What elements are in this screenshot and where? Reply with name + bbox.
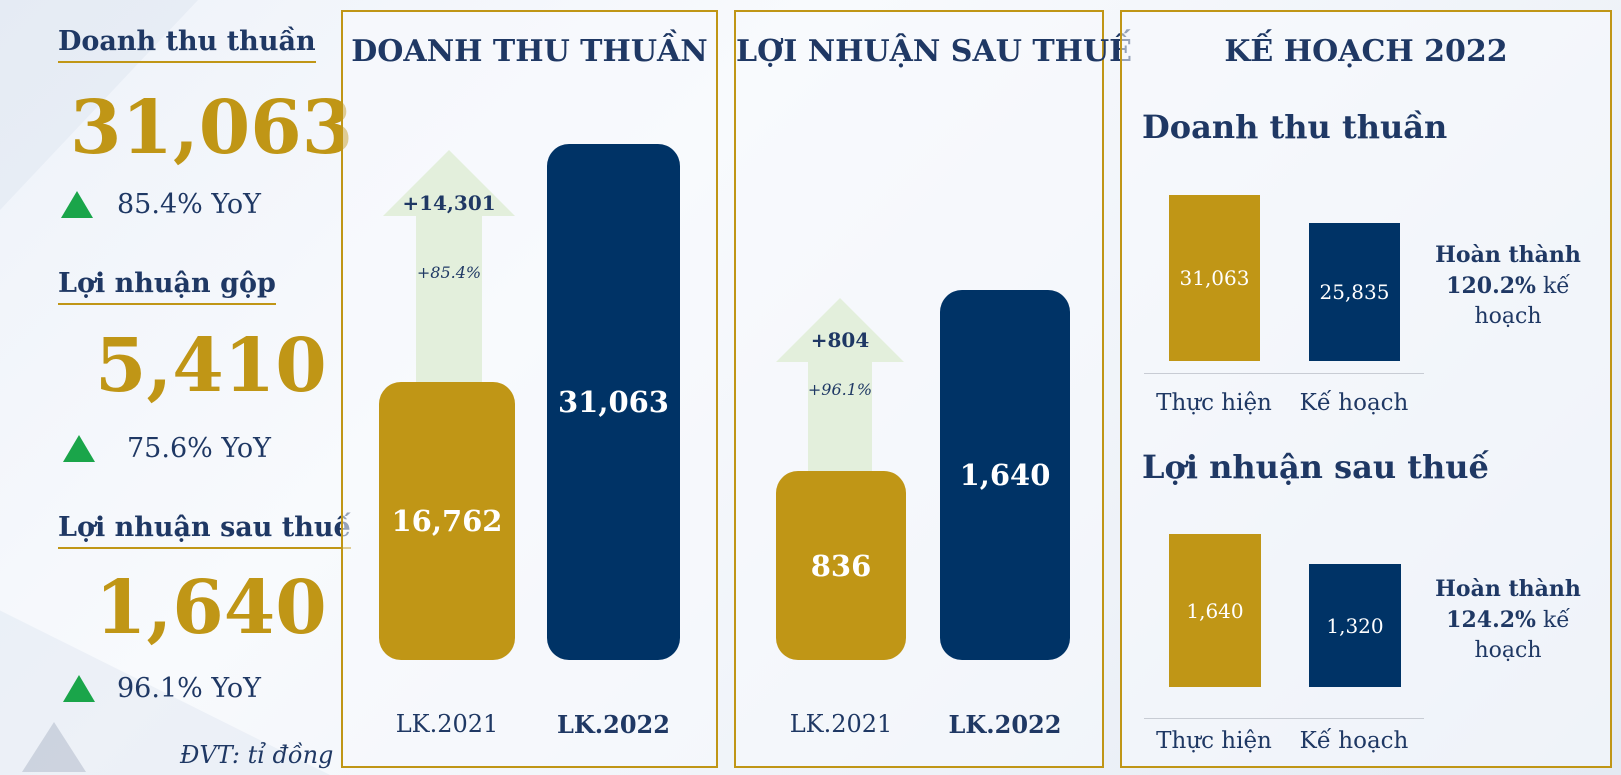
- bar-lk2021: 16,762: [379, 382, 515, 660]
- bar-value-label: 1,320: [1326, 613, 1384, 638]
- bar-value-label: 1,640: [959, 458, 1051, 492]
- completion-pct: 120.2%: [1446, 273, 1536, 299]
- subtitle-revenue: Doanh thu thuần: [1142, 108, 1448, 146]
- kpi-label-gross-profit: Lợi nhuận gộp: [58, 268, 276, 305]
- completion-suffix: hoạch: [1474, 304, 1542, 329]
- completion-note-revenue: Hoàn thành 120.2% kế hoạch: [1418, 240, 1598, 332]
- bar-value-label: 25,835: [1319, 280, 1390, 304]
- x-label-lk2021: LK.2021: [789, 710, 893, 738]
- increase-label: +804: [810, 328, 870, 352]
- bar-value-label: 836: [810, 548, 872, 583]
- bar-lk2021: 836: [776, 471, 906, 660]
- x-label-lk2021: LK.2021: [395, 710, 499, 738]
- plan-panel: KẾ HOẠCH 2022 Doanh thu thuần 31,063 25,…: [1120, 10, 1612, 768]
- kpi-value-net-profit: 1,640: [95, 565, 327, 651]
- increase-arrow: +14,301 +85.4%: [383, 150, 515, 382]
- bar-lk2022: 1,640: [940, 290, 1070, 660]
- bar-value-label: 1,640: [1186, 598, 1244, 623]
- x-label-plan: Kế hoạch: [1299, 728, 1409, 754]
- x-label-actual: Thực hiện: [1156, 728, 1272, 754]
- bar-actual: 31,063: [1169, 195, 1260, 361]
- bar-value-label: 31,063: [1179, 266, 1250, 290]
- completion-suffix: hoạch: [1474, 638, 1542, 663]
- panel-title: KẾ HOẠCH 2022: [1224, 34, 1508, 69]
- bar-value-label: 31,063: [558, 385, 669, 419]
- panel-title: LỢI NHUẬN SAU THUẾ: [736, 34, 1133, 69]
- bar-plan: 1,320: [1309, 564, 1401, 687]
- increase-arrow: +804 +96.1%: [776, 298, 904, 472]
- kpi-label-net-profit: Lợi nhuận sau thuế: [58, 512, 351, 549]
- completion-prefix: Hoàn thành: [1435, 576, 1581, 602]
- diamond-icon: [22, 722, 86, 772]
- bar-plan: 25,835: [1309, 223, 1400, 361]
- x-axis: [1144, 373, 1424, 374]
- increase-label: +14,301: [402, 191, 496, 215]
- x-label-actual: Thực hiện: [1156, 390, 1272, 416]
- completion-prefix: Hoàn thành: [1435, 242, 1581, 268]
- increase-pct: +96.1%: [807, 380, 873, 399]
- x-axis: [1144, 718, 1424, 719]
- kpi-yoy-revenue: 85.4% YoY: [117, 189, 261, 220]
- kpi-value-revenue: 31,063: [70, 85, 354, 171]
- kpi-label-revenue: Doanh thu thuần: [58, 26, 316, 63]
- up-triangle-icon: [63, 435, 95, 462]
- revenue-panel: DOANH THU THUẦN +14,301 +85.4% 16,762 31…: [341, 10, 718, 768]
- up-triangle-icon: [61, 191, 93, 218]
- bar-lk2022: 31,063: [547, 144, 680, 660]
- kpi-value-gross-profit: 5,410: [95, 323, 327, 409]
- panel-title: DOANH THU THUẦN: [351, 34, 708, 69]
- bar-actual: 1,640: [1169, 534, 1261, 687]
- increase-pct: +85.4%: [416, 263, 482, 282]
- completion-suffix: kế: [1542, 608, 1570, 633]
- x-label-lk2022: LK.2022: [948, 710, 1062, 739]
- completion-pct: 124.2%: [1446, 607, 1536, 633]
- x-label-plan: Kế hoạch: [1299, 390, 1409, 416]
- bar-value-label: 16,762: [391, 504, 503, 538]
- kpi-yoy-gross-profit: 75.6% YoY: [127, 433, 271, 464]
- subtitle-net-profit: Lợi nhuận sau thuế: [1142, 448, 1489, 486]
- kpi-yoy-net-profit: 96.1% YoY: [117, 673, 261, 704]
- up-triangle-icon: [63, 675, 95, 702]
- completion-suffix: kế: [1542, 274, 1570, 299]
- net-profit-panel: LỢI NHUẬN SAU THUẾ +804 +96.1% 836 1,640…: [734, 10, 1133, 768]
- x-label-lk2022: LK.2022: [557, 710, 670, 739]
- unit-note: ĐVT: tỉ đồng: [180, 741, 334, 769]
- completion-note-net-profit: Hoàn thành 124.2% kế hoạch: [1418, 574, 1598, 666]
